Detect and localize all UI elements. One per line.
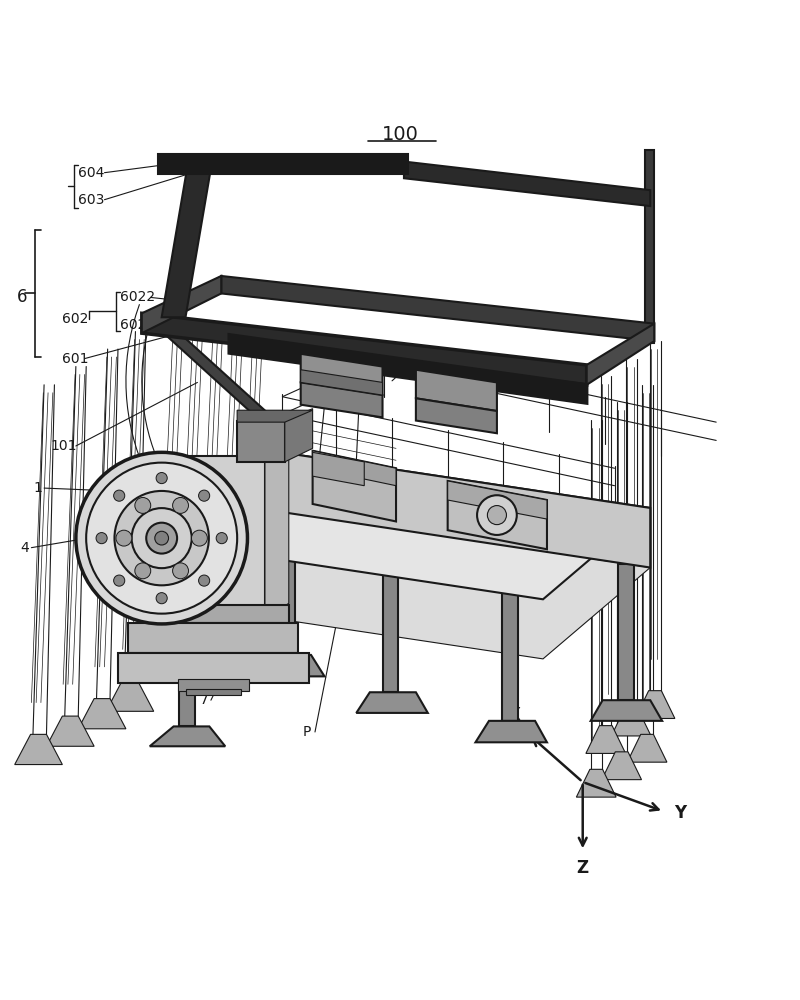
Text: Y: Y <box>674 804 686 822</box>
Polygon shape <box>611 708 651 736</box>
Circle shape <box>146 523 177 554</box>
Text: Z: Z <box>577 859 589 877</box>
Polygon shape <box>313 451 396 521</box>
Circle shape <box>156 593 167 604</box>
Polygon shape <box>313 451 396 486</box>
Text: 4: 4 <box>20 541 29 555</box>
Polygon shape <box>265 444 289 619</box>
Text: 601: 601 <box>62 352 89 366</box>
Text: 1: 1 <box>33 481 42 495</box>
Text: 2: 2 <box>402 356 410 370</box>
Polygon shape <box>128 623 298 653</box>
Circle shape <box>135 563 150 579</box>
Polygon shape <box>586 726 626 753</box>
Polygon shape <box>174 452 650 599</box>
Polygon shape <box>635 691 675 718</box>
Polygon shape <box>179 605 195 726</box>
Circle shape <box>114 491 209 585</box>
Circle shape <box>96 533 107 544</box>
Circle shape <box>155 531 169 545</box>
Circle shape <box>76 452 247 624</box>
Polygon shape <box>279 514 295 655</box>
Polygon shape <box>382 554 398 692</box>
Circle shape <box>487 506 506 525</box>
Circle shape <box>216 533 227 544</box>
Polygon shape <box>162 276 222 317</box>
Polygon shape <box>138 605 289 623</box>
Polygon shape <box>174 512 650 659</box>
Polygon shape <box>106 681 154 711</box>
Polygon shape <box>186 689 241 695</box>
Polygon shape <box>162 154 214 317</box>
Polygon shape <box>142 313 285 428</box>
Polygon shape <box>590 700 662 721</box>
Circle shape <box>198 490 210 501</box>
Polygon shape <box>237 421 285 462</box>
Polygon shape <box>142 276 222 333</box>
Text: 5: 5 <box>448 366 457 380</box>
Circle shape <box>114 575 125 586</box>
Polygon shape <box>142 313 586 385</box>
Circle shape <box>132 508 192 568</box>
Polygon shape <box>229 335 586 403</box>
Circle shape <box>477 495 517 535</box>
Polygon shape <box>637 324 654 343</box>
Polygon shape <box>174 456 265 619</box>
Polygon shape <box>142 309 186 333</box>
Polygon shape <box>645 150 654 341</box>
Polygon shape <box>627 734 667 762</box>
Polygon shape <box>46 716 94 746</box>
Polygon shape <box>448 481 547 519</box>
Circle shape <box>198 575 210 586</box>
Polygon shape <box>118 653 309 683</box>
Text: 3: 3 <box>497 375 506 389</box>
Polygon shape <box>502 581 518 721</box>
Polygon shape <box>416 370 497 411</box>
Text: 603: 603 <box>78 193 105 207</box>
Polygon shape <box>586 324 654 385</box>
Text: 604: 604 <box>78 166 105 180</box>
Text: 6021: 6021 <box>120 318 156 332</box>
Polygon shape <box>301 382 382 417</box>
Circle shape <box>173 563 189 579</box>
Circle shape <box>135 497 150 513</box>
Polygon shape <box>576 769 616 797</box>
Polygon shape <box>285 409 313 462</box>
Circle shape <box>114 490 125 501</box>
Polygon shape <box>150 726 226 746</box>
Text: 100: 100 <box>382 125 418 144</box>
Circle shape <box>191 530 207 546</box>
Text: P: P <box>303 725 311 739</box>
Polygon shape <box>356 692 428 713</box>
Polygon shape <box>253 655 325 676</box>
Circle shape <box>86 463 237 614</box>
Polygon shape <box>416 398 497 433</box>
Polygon shape <box>78 699 126 729</box>
Polygon shape <box>14 734 62 765</box>
Polygon shape <box>281 452 650 568</box>
Text: 7: 7 <box>200 693 209 707</box>
Polygon shape <box>301 354 382 395</box>
Polygon shape <box>237 410 313 422</box>
Polygon shape <box>178 679 249 691</box>
Text: 6022: 6022 <box>120 290 155 304</box>
Text: 101: 101 <box>50 439 77 453</box>
Text: X: X <box>508 706 521 724</box>
Text: 6: 6 <box>17 288 27 306</box>
Circle shape <box>116 530 132 546</box>
Circle shape <box>156 473 167 484</box>
Polygon shape <box>618 564 634 700</box>
Polygon shape <box>301 370 382 395</box>
Polygon shape <box>475 721 547 742</box>
Polygon shape <box>404 162 650 206</box>
Circle shape <box>173 497 189 513</box>
Text: 602: 602 <box>62 312 89 326</box>
Polygon shape <box>313 452 364 486</box>
Polygon shape <box>222 276 654 341</box>
Polygon shape <box>602 752 642 780</box>
Text: 201: 201 <box>335 344 362 358</box>
Polygon shape <box>174 452 281 603</box>
Polygon shape <box>158 154 408 174</box>
Polygon shape <box>448 481 547 549</box>
